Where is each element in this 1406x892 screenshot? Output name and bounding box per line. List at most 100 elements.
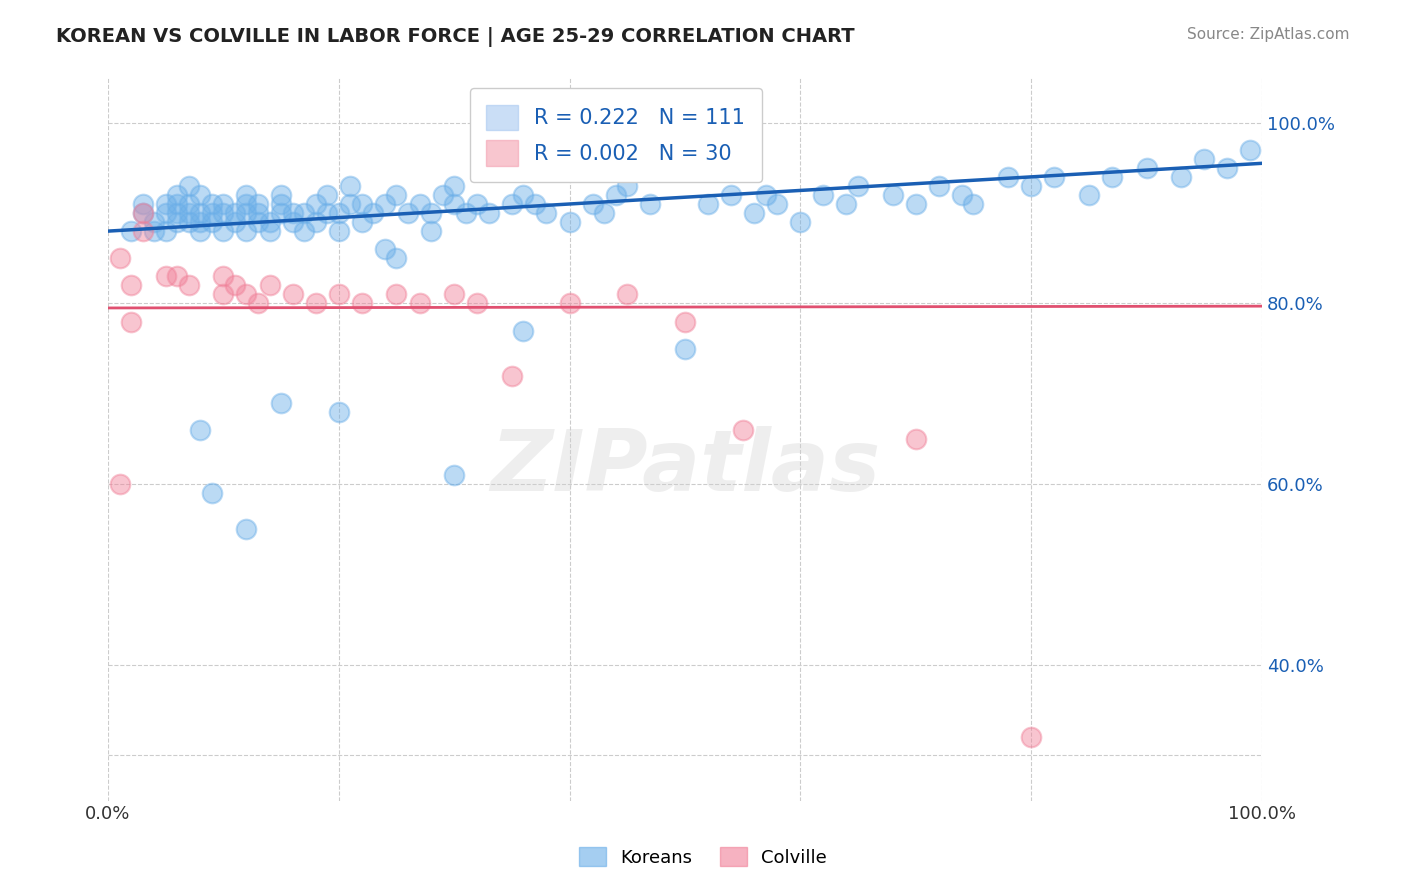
Point	[316, 188, 339, 202]
Point	[616, 178, 638, 193]
Point	[363, 206, 385, 220]
Point	[292, 224, 315, 238]
Point	[212, 287, 235, 301]
Text: KOREAN VS COLVILLE IN LABOR FORCE | AGE 25-29 CORRELATION CHART: KOREAN VS COLVILLE IN LABOR FORCE | AGE …	[56, 27, 855, 46]
Point	[292, 206, 315, 220]
Point	[246, 215, 269, 229]
Point	[432, 188, 454, 202]
Point	[201, 486, 224, 500]
Point	[1077, 188, 1099, 202]
Point	[328, 224, 350, 238]
Point	[155, 224, 177, 238]
Point	[501, 368, 523, 383]
Point	[224, 215, 246, 229]
Point	[408, 197, 430, 211]
Point	[259, 224, 281, 238]
Point	[1019, 178, 1042, 193]
Point	[408, 296, 430, 310]
Point	[212, 206, 235, 220]
Point	[177, 206, 200, 220]
Point	[350, 215, 373, 229]
Point	[224, 278, 246, 293]
Point	[755, 188, 778, 202]
Point	[339, 197, 361, 211]
Point	[593, 206, 616, 220]
Point	[246, 296, 269, 310]
Legend: Koreans, Colville: Koreans, Colville	[572, 840, 834, 874]
Point	[350, 296, 373, 310]
Point	[465, 197, 488, 211]
Point	[420, 224, 443, 238]
Point	[212, 269, 235, 284]
Point	[155, 269, 177, 284]
Point	[789, 215, 811, 229]
Point	[640, 197, 662, 211]
Point	[997, 169, 1019, 184]
Point	[882, 188, 904, 202]
Point	[350, 197, 373, 211]
Point	[235, 287, 257, 301]
Point	[950, 188, 973, 202]
Point	[846, 178, 869, 193]
Point	[523, 197, 546, 211]
Point	[166, 197, 188, 211]
Point	[188, 206, 211, 220]
Point	[177, 197, 200, 211]
Point	[328, 405, 350, 419]
Point	[512, 188, 534, 202]
Point	[558, 215, 581, 229]
Point	[616, 287, 638, 301]
Point	[201, 197, 224, 211]
Point	[305, 215, 328, 229]
Text: ZIPatlas: ZIPatlas	[489, 426, 880, 509]
Point	[385, 188, 408, 202]
Point	[673, 314, 696, 328]
Point	[212, 224, 235, 238]
Point	[166, 215, 188, 229]
Point	[374, 242, 396, 256]
Point	[316, 206, 339, 220]
Point	[235, 224, 257, 238]
Point	[465, 296, 488, 310]
Point	[235, 197, 257, 211]
Point	[131, 197, 153, 211]
Point	[1170, 169, 1192, 184]
Legend: R = 0.222   N = 111, R = 0.002   N = 30: R = 0.222 N = 111, R = 0.002 N = 30	[470, 87, 762, 183]
Point	[673, 342, 696, 356]
Point	[131, 206, 153, 220]
Point	[201, 206, 224, 220]
Point	[155, 206, 177, 220]
Point	[328, 206, 350, 220]
Point	[742, 206, 765, 220]
Point	[281, 206, 304, 220]
Point	[235, 188, 257, 202]
Point	[188, 423, 211, 437]
Point	[443, 287, 465, 301]
Point	[235, 523, 257, 537]
Point	[512, 324, 534, 338]
Point	[720, 188, 742, 202]
Point	[1239, 143, 1261, 157]
Point	[166, 206, 188, 220]
Point	[212, 197, 235, 211]
Point	[305, 197, 328, 211]
Point	[188, 215, 211, 229]
Point	[259, 278, 281, 293]
Point	[536, 206, 558, 220]
Point	[1101, 169, 1123, 184]
Point	[731, 423, 754, 437]
Point	[697, 197, 720, 211]
Point	[1192, 152, 1215, 166]
Point	[339, 178, 361, 193]
Point	[281, 287, 304, 301]
Point	[928, 178, 950, 193]
Point	[177, 278, 200, 293]
Point	[246, 206, 269, 220]
Point	[420, 206, 443, 220]
Point	[235, 206, 257, 220]
Point	[246, 197, 269, 211]
Point	[108, 252, 131, 266]
Point	[501, 197, 523, 211]
Point	[328, 287, 350, 301]
Point	[1216, 161, 1239, 175]
